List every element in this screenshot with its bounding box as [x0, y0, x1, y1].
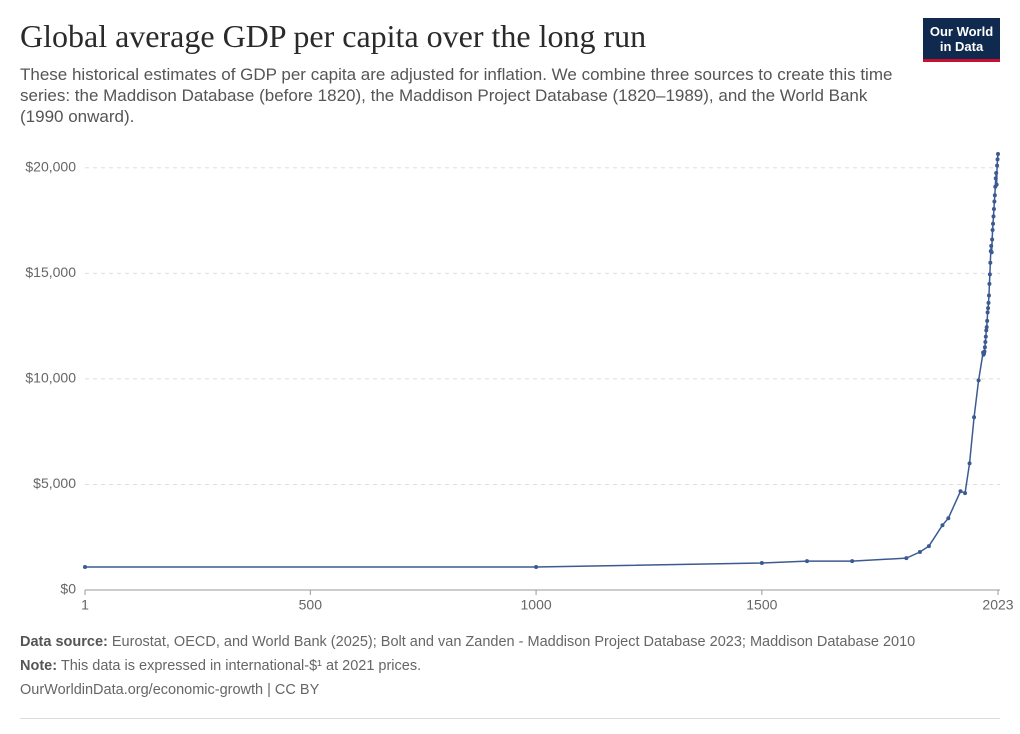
point [976, 378, 981, 383]
source-text: Eurostat, OECD, and World Bank (2025); B… [111, 634, 916, 650]
point [946, 516, 951, 521]
point [534, 564, 539, 569]
point [988, 260, 993, 265]
point [985, 310, 990, 315]
point [990, 228, 995, 233]
chart-subtitle: These historical estimates of GDP per ca… [20, 65, 893, 126]
y-tick-label: $15,000 [25, 264, 76, 280]
point [983, 339, 988, 344]
x-tick-label: 2023 [982, 597, 1013, 613]
point [83, 564, 87, 569]
point [991, 214, 996, 219]
point [805, 559, 810, 564]
y-tick-label: $20,000 [25, 158, 76, 174]
point [850, 559, 855, 564]
logo-text: in Data [939, 39, 984, 54]
point [982, 345, 987, 350]
point [984, 325, 989, 330]
point [993, 176, 998, 181]
point [963, 491, 968, 496]
point [985, 318, 990, 323]
y-tick-label: $10,000 [25, 370, 76, 386]
point [987, 281, 992, 286]
point [992, 193, 997, 198]
point [986, 293, 991, 298]
point [991, 206, 996, 211]
point [986, 306, 991, 311]
point [759, 560, 764, 565]
point [983, 334, 988, 339]
point [996, 152, 1000, 157]
point [989, 243, 994, 248]
point [994, 182, 999, 187]
point [940, 523, 945, 528]
url[interactable]: OurWorldinData.org/economic-growth | CC … [20, 682, 320, 698]
note-label: Note: [20, 658, 58, 674]
logo-text: Our World [929, 24, 994, 39]
point [958, 489, 963, 494]
point [995, 163, 1000, 168]
point [986, 300, 991, 305]
point [982, 349, 987, 354]
source: Data source: Eurostat, OECD, and World B… [20, 634, 915, 650]
point [989, 250, 994, 255]
line [85, 153, 999, 568]
point [926, 544, 931, 549]
point [992, 199, 997, 204]
y-tick-label: $0 [60, 581, 76, 597]
point [995, 157, 1000, 162]
x-tick-label: 1000 [521, 597, 552, 613]
logo[interactable]: Our World in Data [923, 18, 1000, 62]
point [990, 237, 995, 242]
x-tick-label: 1 [81, 597, 89, 613]
point [917, 550, 922, 554]
source-label: Data source: [20, 634, 108, 650]
chart-title: Global average GDP per capita over the l… [20, 18, 647, 54]
note-text: This data is expressed in international-… [60, 658, 422, 674]
point [972, 415, 977, 420]
point [994, 171, 999, 176]
x-tick-label: 500 [299, 597, 323, 613]
note: Note: This data is expressed in internat… [20, 658, 421, 674]
point [904, 556, 909, 561]
point [967, 461, 972, 466]
point [987, 272, 992, 277]
x-tick-label: 1500 [746, 597, 777, 613]
point [991, 221, 996, 226]
y-tick-label: $5,000 [33, 475, 76, 491]
point [984, 328, 989, 333]
separator [20, 718, 1000, 719]
